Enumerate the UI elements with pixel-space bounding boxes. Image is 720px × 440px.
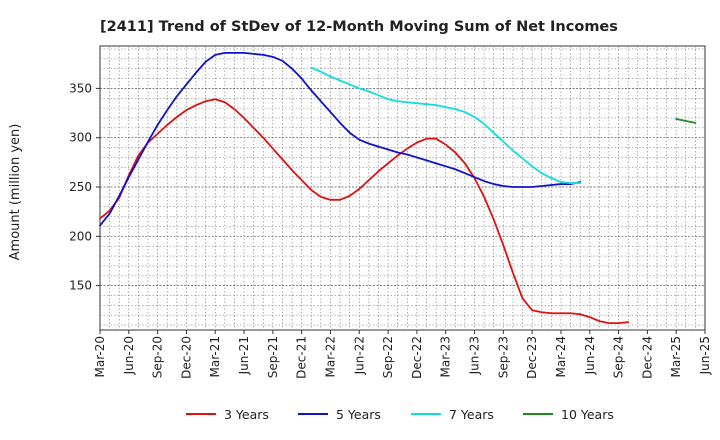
x-tick-label: Jun-23: [468, 336, 482, 375]
x-tick-label: Mar-22: [323, 336, 337, 377]
x-tick-label: Sep-22: [381, 336, 395, 378]
legend-label-2: 5 Years: [336, 407, 381, 422]
grid: [100, 46, 705, 330]
series-line-2: [99, 52, 582, 227]
x-tick-label: Dec-23: [525, 336, 539, 379]
x-tick-label: Dec-22: [410, 336, 424, 379]
x-tick-label: Sep-21: [266, 336, 280, 378]
x-tick-label: Mar-21: [208, 336, 222, 377]
x-tick-label: Sep-24: [612, 336, 626, 378]
y-tick-label: 150: [69, 279, 92, 293]
y-tick-label: 200: [69, 229, 92, 243]
y-tick-label: 300: [69, 131, 92, 145]
x-tick-label: Sep-20: [151, 336, 165, 378]
x-tick-label: Mar-23: [439, 336, 453, 377]
plot-area: [99, 45, 706, 331]
y-tick-label: 250: [69, 180, 92, 194]
x-tick-label: Sep-23: [496, 336, 510, 378]
legend-label-4: 10 Years: [561, 407, 614, 422]
series-line-1: [99, 98, 630, 324]
x-tick-label: Mar-20: [93, 336, 107, 377]
series-line-3: [310, 66, 582, 184]
y-tick-label: 350: [69, 81, 92, 95]
legend: 3 Years 5 Years 7 Years 10 Years: [186, 407, 614, 422]
x-tick-label: Mar-25: [669, 336, 683, 377]
x-tick-label: Dec-24: [640, 336, 654, 379]
x-tick-label: Mar-24: [554, 336, 568, 377]
series-layer: [99, 52, 697, 324]
x-tick-label: Jun-21: [237, 336, 251, 375]
plot-frame: [99, 45, 706, 331]
x-tick-label: Jun-25: [698, 336, 712, 375]
x-tick-label: Jun-22: [352, 336, 366, 375]
x-axis: Mar-20 Jun-20 Sep-20 Dec-20 Mar-21 Jun-21 Sep-…: [93, 330, 712, 379]
y-axis: 150 200 250 300 350: [69, 81, 100, 293]
legend-label-1: 3 Years: [224, 407, 269, 422]
x-tick-label: Dec-20: [179, 336, 193, 379]
series-line-4: [675, 118, 697, 124]
x-tick-label: Jun-20: [122, 336, 136, 375]
x-tick-label: Dec-21: [295, 336, 309, 379]
x-tick-label: Jun-24: [583, 336, 597, 375]
y-axis-label: Amount (million yen): [8, 124, 23, 261]
legend-label-3: 7 Years: [449, 407, 494, 422]
chart-title: [2411] Trend of StDev of 12-Month Moving…: [100, 19, 618, 35]
